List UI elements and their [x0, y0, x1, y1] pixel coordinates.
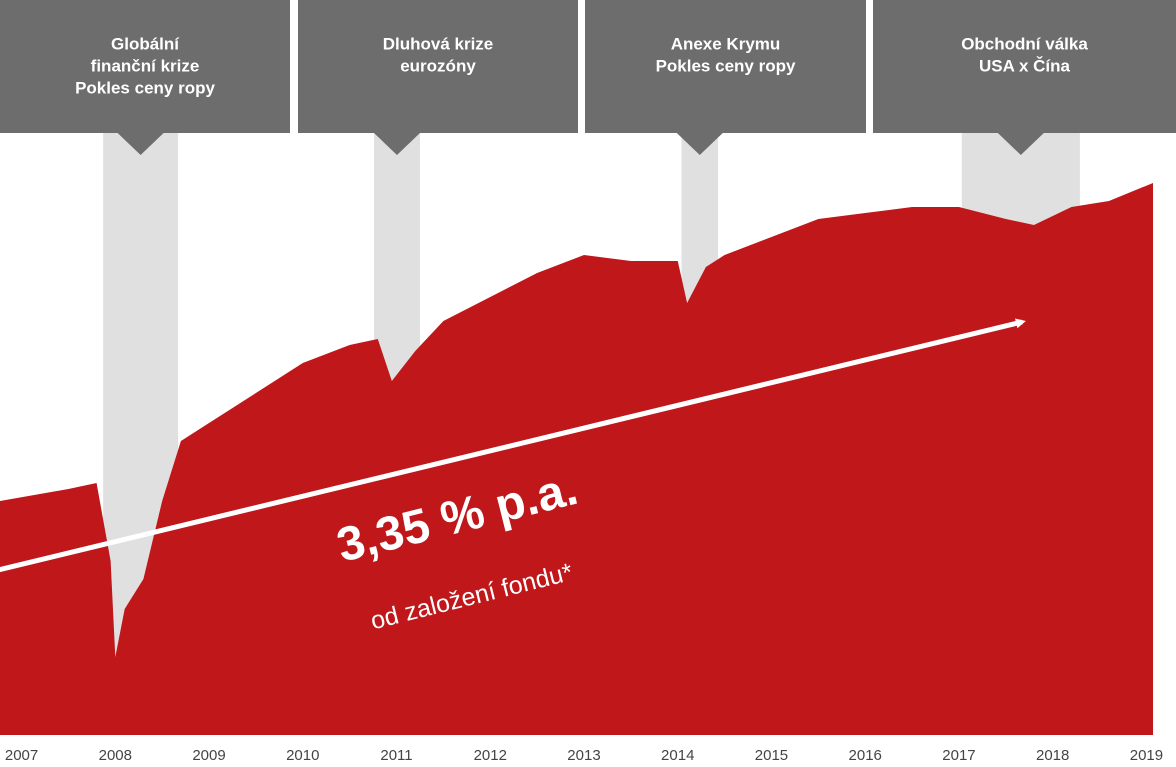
event-box: [298, 0, 578, 155]
x-tick-label: 2010: [286, 747, 319, 764]
x-tick-label: 2011: [380, 747, 412, 764]
x-tick-label: 2012: [474, 747, 507, 764]
x-tick-label: 2008: [99, 747, 132, 764]
x-tick-label: 2007: [5, 747, 38, 764]
x-axis: 2007 2008 2009 2010 2011 2012 2013 2014 2015 2016…: [5, 747, 1163, 764]
event-box: [0, 0, 290, 155]
x-tick-label: 2015: [755, 747, 788, 764]
x-tick-label: 2013: [567, 747, 600, 764]
event-boxes: Globální finanční krize Pokles ceny ropy Dl…: [0, 0, 1176, 155]
area: [0, 183, 1153, 735]
event-box: [585, 0, 866, 155]
event-label: Obchodní válka: [961, 34, 1088, 53]
trend-arrow: [0, 318, 1026, 573]
x-tick-label: 2009: [192, 747, 225, 764]
event-label: eurozóny: [400, 56, 476, 75]
event-label: Dluhová krize: [383, 34, 494, 53]
event-label: USA x Čína: [979, 56, 1071, 75]
x-tick-label: 2016: [849, 747, 882, 764]
event-label: finanční krize: [91, 56, 200, 75]
x-tick-label: 2019: [1130, 747, 1163, 764]
x-tick-label: 2018: [1036, 747, 1069, 764]
plot: [0, 183, 1153, 735]
event-box: [873, 0, 1176, 155]
event-label: Pokles ceny ropy: [75, 78, 215, 97]
x-tick-label: 2014: [661, 747, 694, 764]
event-label: Pokles ceny ropy: [656, 56, 796, 75]
event-label: Anexe Krymu: [671, 34, 781, 53]
x-tick-label: 2017: [942, 747, 975, 764]
event-label: Globální: [111, 34, 180, 53]
